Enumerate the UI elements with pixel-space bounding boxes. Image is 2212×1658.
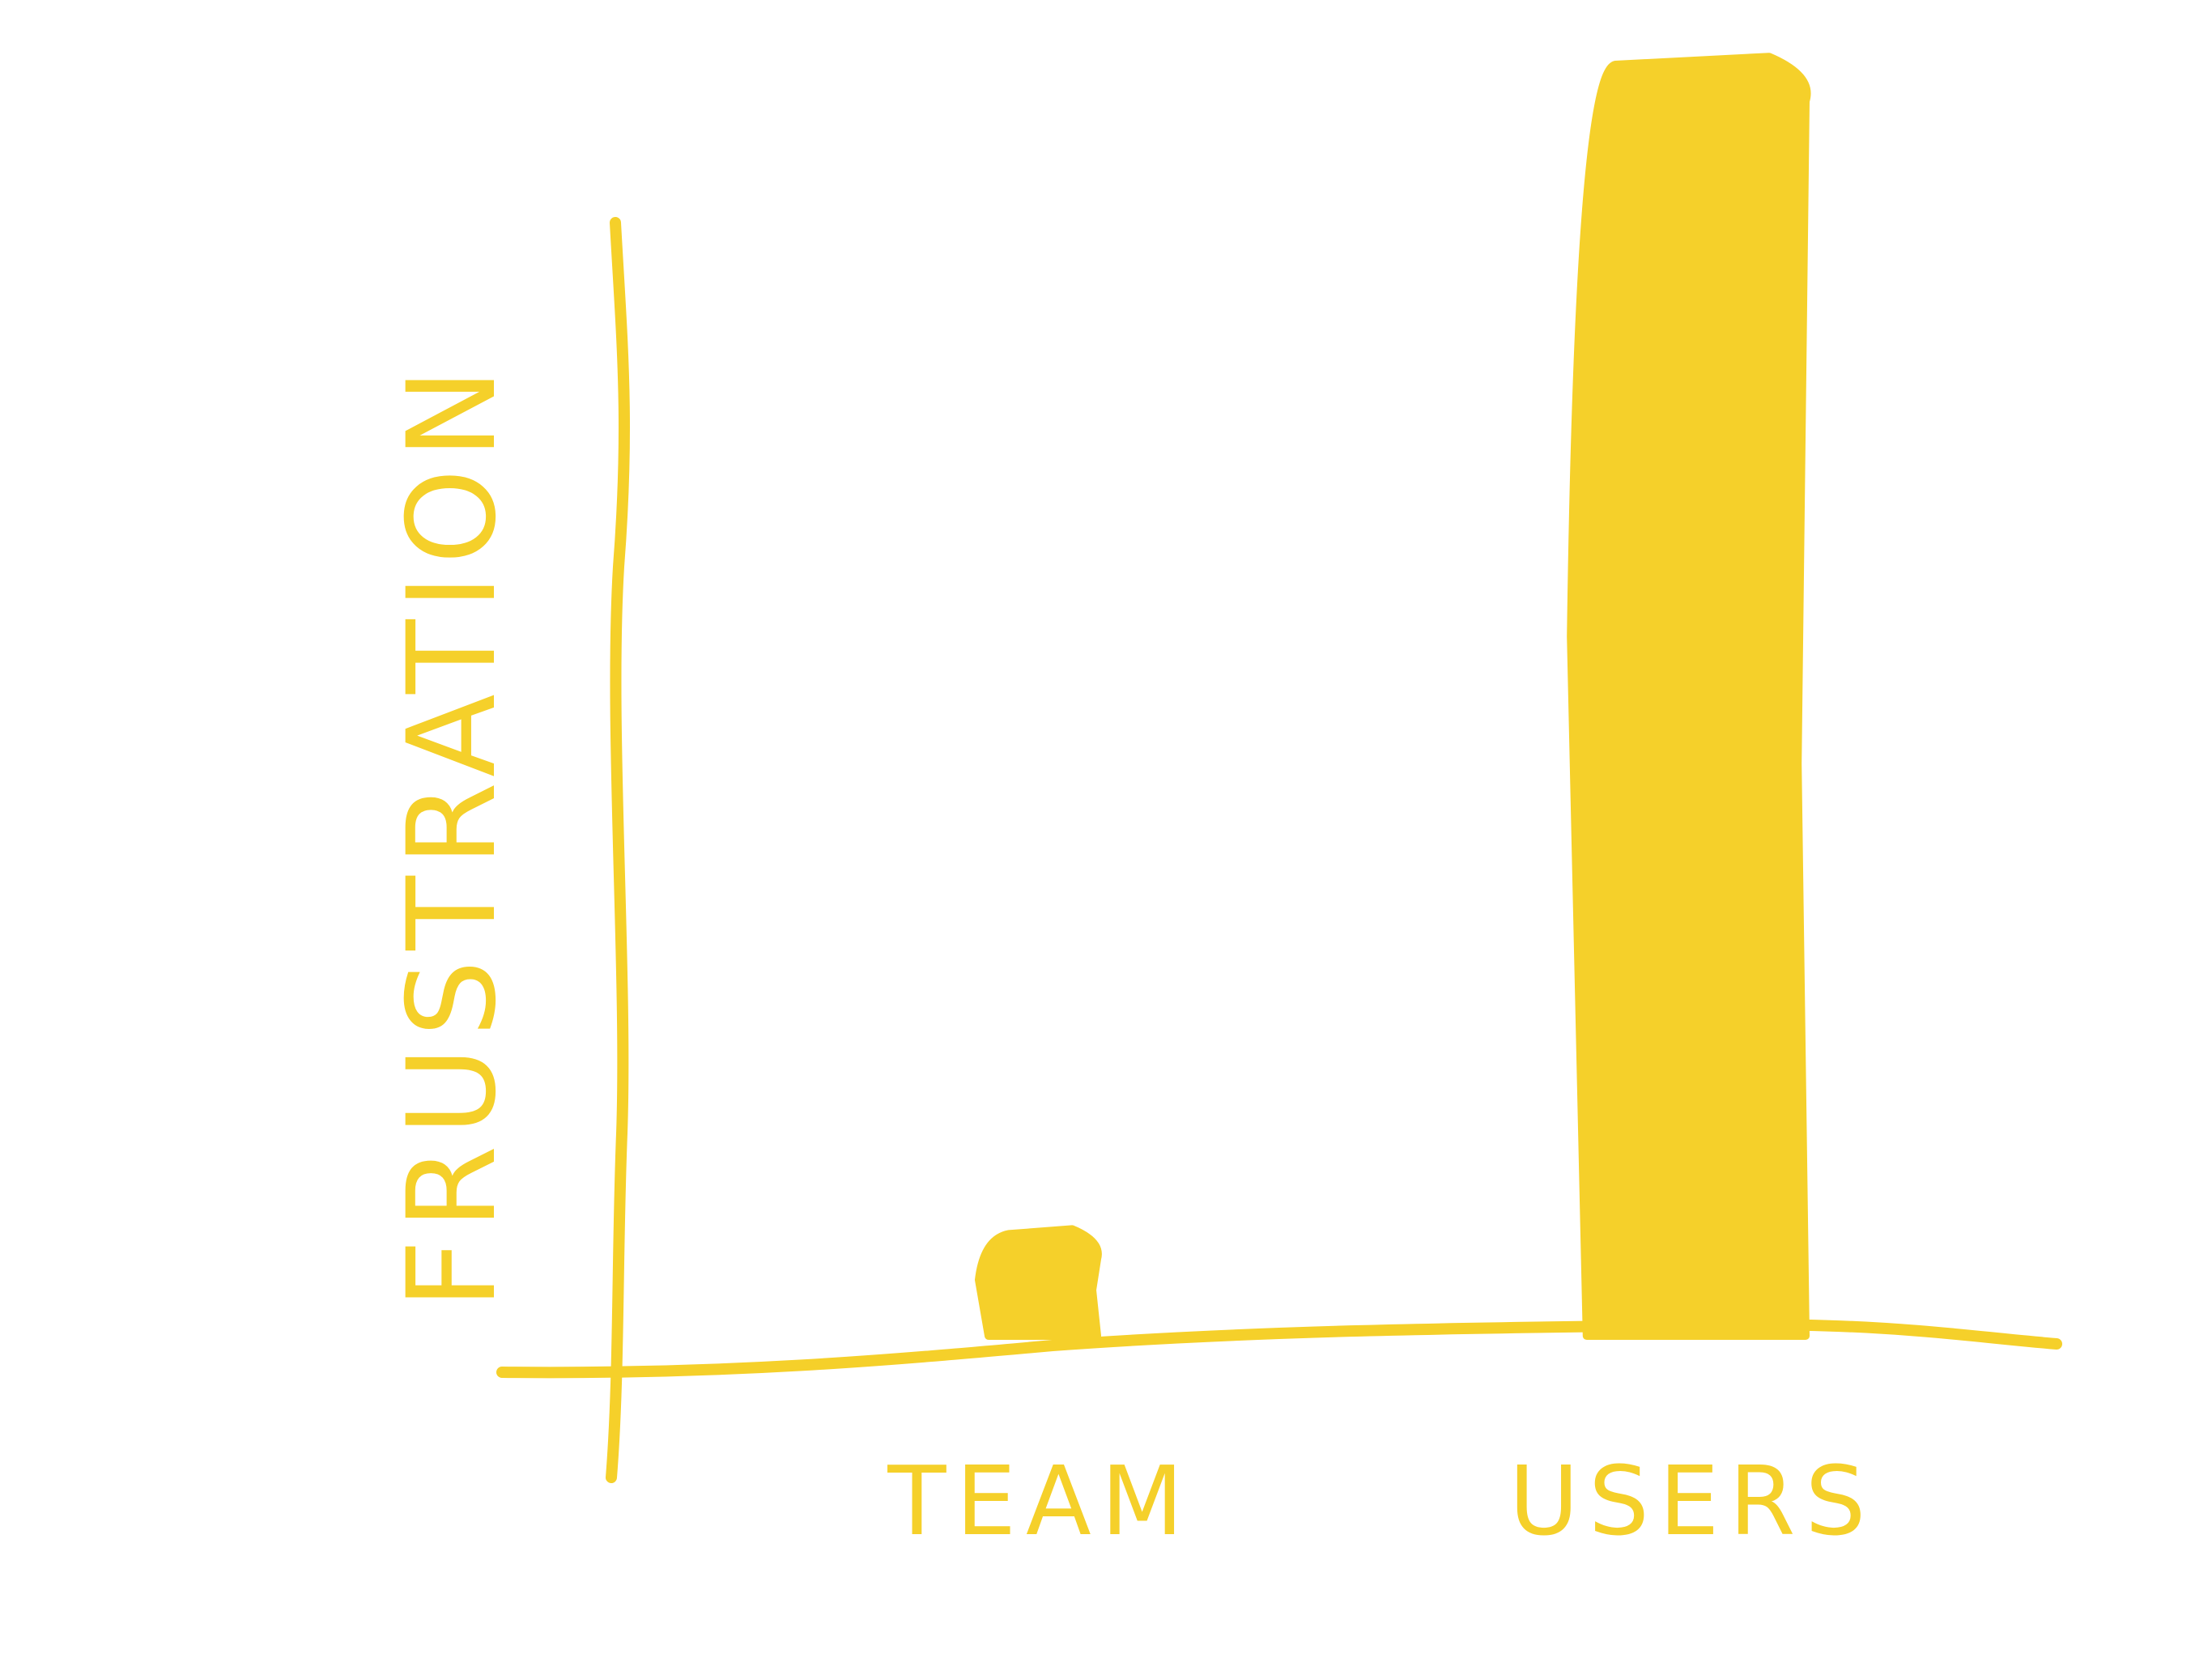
x-tick-label-team: TEAM: [887, 1445, 1193, 1557]
axes: [496, 217, 2062, 1483]
bar-team: [975, 1225, 1102, 1340]
tick-labels: TEAM USERS: [887, 1445, 1876, 1557]
y-axis-line: [606, 217, 630, 1483]
x-tick-label-users: USERS: [1509, 1445, 1876, 1557]
bar-users: [1567, 53, 1811, 1340]
x-axis-line: [496, 1318, 2062, 1379]
bars: [975, 53, 1811, 1340]
y-axis-label: FRUSTRATION: [382, 359, 523, 1309]
